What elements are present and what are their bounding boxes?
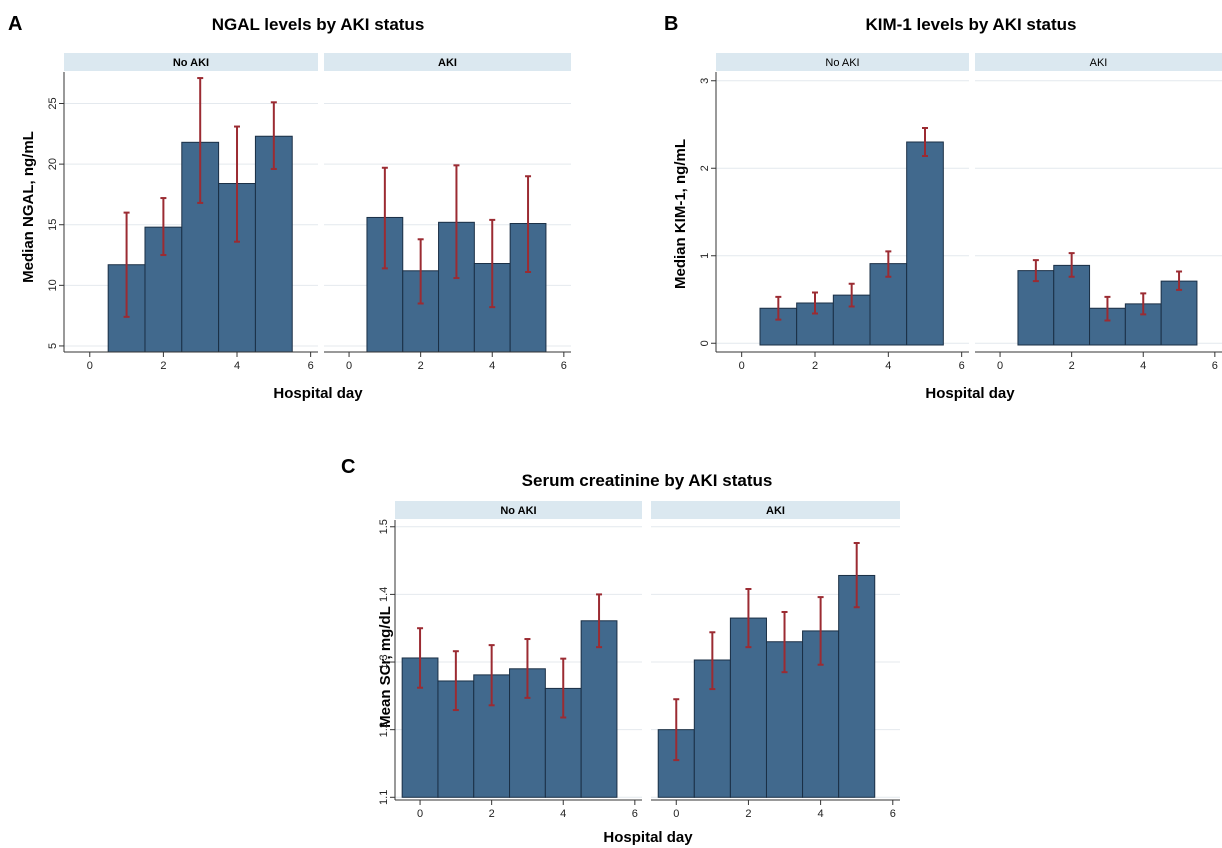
bar [1089, 307, 1126, 346]
x-tick-label: 6 [959, 360, 965, 372]
bar [657, 729, 695, 798]
chart-title: KIM-1 levels by AKI status [866, 15, 1077, 34]
y-tick-label: 1.2 [378, 722, 390, 737]
bar [1017, 270, 1055, 346]
x-tick-label: 6 [308, 360, 314, 372]
x-tick-label: 2 [489, 808, 495, 820]
facet-strip [975, 53, 1222, 71]
y-axis: 1.1 1.2 1.3 1.4 1.5 [378, 519, 396, 805]
chart-title: NGAL levels by AKI status [212, 15, 425, 34]
x-tick-label: 2 [160, 360, 166, 372]
facet-strip [716, 53, 969, 71]
x-tick-label: 4 [234, 360, 240, 372]
x-tick-label: 4 [1140, 360, 1146, 372]
bar [838, 574, 876, 798]
facet-no-aki: No AKI 0 2 4 6 [395, 501, 642, 820]
x-tick-label: 4 [885, 360, 891, 372]
x-tick-label: 2 [745, 808, 751, 820]
bar [906, 141, 944, 346]
facet-aki: AKI 0 2 4 6 [651, 501, 900, 820]
facet-strip [324, 53, 571, 71]
y-axis-title: Median NGAL, ng/mL [20, 131, 37, 283]
y-tick-label: 1.4 [378, 587, 390, 602]
x-tick-label: 0 [346, 360, 352, 372]
x-tick-label: 4 [489, 360, 495, 372]
plot-area: No AKI 0 2 4 6 AKI 0 2 4 6 0 1 2 3 [699, 53, 1222, 372]
x-tick-label: 0 [739, 360, 745, 372]
x-tick-label: 2 [1069, 360, 1075, 372]
bar [1160, 280, 1198, 346]
facet-no-aki: No AKI 0 2 4 6 [716, 53, 969, 372]
y-tick-label: 3 [699, 78, 711, 84]
panel-letter: B [664, 13, 678, 35]
plot-area: No AKI 0 2 4 6 AKI 0 2 4 6 5 10 15 20 25 [47, 53, 571, 372]
y-tick-label: 0 [699, 340, 711, 346]
panel-b: B KIM-1 levels by AKI status Median KIM-… [664, 13, 1222, 402]
facet-strip [64, 53, 318, 71]
y-tick-label: 5 [47, 343, 59, 349]
x-tick-label: 6 [890, 808, 896, 820]
x-tick-label: 0 [417, 808, 423, 820]
x-tick-label: 2 [812, 360, 818, 372]
y-axis: 0 1 2 3 [699, 72, 717, 352]
plot-area: No AKI 0 2 4 6 AKI 0 2 4 6 1.1 1.2 1.3 1.4 1.5 [378, 501, 900, 820]
panel-letter: A [8, 13, 22, 35]
bar [254, 135, 293, 353]
facet-strip-label: AKI [766, 505, 785, 517]
x-tick-label: 6 [1212, 360, 1218, 372]
x-tick-label: 0 [673, 808, 679, 820]
y-tick-label: 10 [47, 279, 59, 291]
facet-aki: AKI 0 2 4 6 [324, 53, 571, 372]
x-tick-label: 6 [632, 808, 638, 820]
y-tick-label: 1.1 [378, 790, 390, 805]
x-axis-title: Hospital day [925, 385, 1015, 402]
panel-a: A NGAL levels by AKI status Median NGAL,… [8, 13, 571, 402]
x-tick-label: 0 [87, 360, 93, 372]
facet-strip-label: No AKI [173, 57, 209, 69]
y-tick-label: 1 [699, 253, 711, 259]
x-tick-label: 4 [560, 808, 566, 820]
x-tick-label: 6 [561, 360, 567, 372]
facet-strip-label: AKI [438, 57, 457, 69]
x-axis-title: Hospital day [603, 829, 693, 846]
facet-aki: AKI 0 2 4 6 [975, 53, 1222, 372]
y-tick-label: 20 [47, 158, 59, 170]
y-tick-label: 1.3 [378, 654, 390, 669]
bar [580, 620, 618, 798]
y-tick-label: 1.5 [378, 519, 390, 534]
panel-c: C Serum creatinine by AKI status Mean SC… [341, 456, 900, 846]
facet-strip-label: AKI [1090, 57, 1108, 69]
y-tick-label: 2 [699, 165, 711, 171]
bar [1053, 264, 1091, 346]
y-tick-label: 25 [47, 97, 59, 109]
facet-strip [651, 501, 900, 519]
x-axis-title: Hospital day [273, 385, 363, 402]
y-axis: 5 10 15 20 25 [47, 72, 65, 352]
x-tick-label: 0 [997, 360, 1003, 372]
chart-title: Serum creatinine by AKI status [522, 471, 773, 490]
facet-strip [395, 501, 642, 519]
x-tick-label: 2 [418, 360, 424, 372]
facet-strip-label: No AKI [500, 505, 536, 517]
facet-strip-label: No AKI [825, 57, 859, 69]
x-tick-label: 4 [818, 808, 824, 820]
panel-letter: C [341, 456, 355, 478]
y-axis-title: Median KIM-1, ng/mL [672, 139, 689, 289]
facet-no-aki: No AKI 0 2 4 6 [64, 53, 318, 372]
y-axis-title: Mean SCr, mg/dL [377, 606, 394, 728]
y-tick-label: 15 [47, 219, 59, 231]
